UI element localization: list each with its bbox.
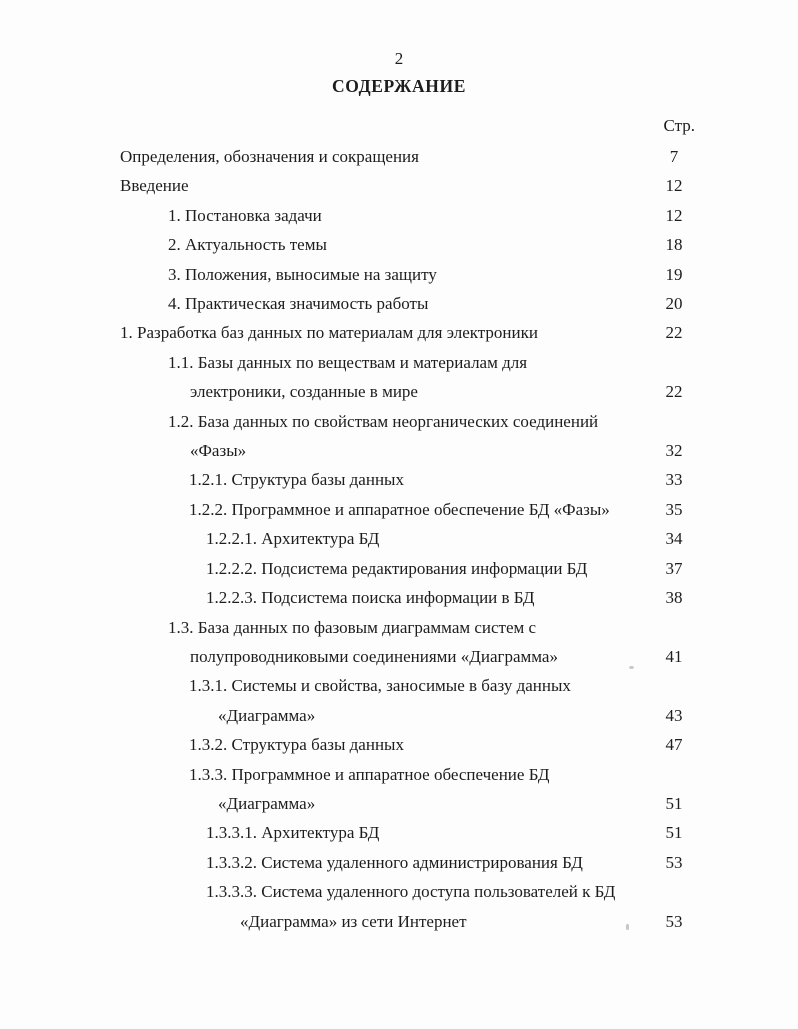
- toc-entry-text: 1.3. База данных по фазовым диаграммам с…: [168, 617, 537, 637]
- toc-entry: 3. Положения, выносимые на защиту 19: [120, 260, 696, 289]
- toc-entry: 1.2.2.3. Подсистема поиска информации в …: [120, 583, 696, 612]
- toc-entry-text: 1.2.2.1. Архитектура БД: [206, 529, 380, 549]
- toc-entry-page: 41: [665, 646, 683, 666]
- toc-entry-lines: 3. Положения, выносимые на защиту: [120, 260, 652, 289]
- toc-entry-text: 1.3.3. Программное и аппаратное обеспече…: [189, 764, 550, 784]
- toc-entry-text: 4. Практическая значимость работы: [168, 294, 429, 314]
- toc-entry: 4. Практическая значимость работы 20: [120, 289, 696, 318]
- toc-entry-page: 22: [665, 382, 683, 402]
- toc-entry-lines: 1.3.2. Структура базы данных: [120, 730, 652, 759]
- toc-entry: Введение 12: [120, 171, 696, 200]
- toc-entry-text: 1.2.2. Программное и аппаратное обеспече…: [189, 499, 610, 519]
- toc-entry-text: 1. Постановка задачи: [168, 205, 322, 225]
- toc-entry-text: «Диаграмма»: [218, 793, 316, 813]
- toc-entry-page: 19: [665, 264, 683, 284]
- toc-entry-text: 1.2.2.2. Подсистема редактирования инфор…: [206, 558, 588, 578]
- toc-entry: 1. Постановка задачи 12: [120, 201, 696, 230]
- toc-entry-page: 12: [665, 176, 683, 196]
- toc-entry-lines: 1.2.2.1. Архитектура БД: [120, 524, 652, 553]
- toc-entry-lines: 1.3.3.1. Архитектура БД: [120, 818, 652, 847]
- toc-entry: 1.2.2. Программное и аппаратное обеспече…: [120, 495, 696, 524]
- toc-list: Определения, обозначения и сокращения 7 …: [120, 142, 696, 936]
- page-number: 2: [394, 49, 404, 68]
- toc-entry-page: 53: [665, 852, 683, 872]
- toc-entry-page: 7: [669, 147, 679, 166]
- toc-entry-text: 1.3.3.3. Система удаленного доступа поль…: [206, 882, 616, 902]
- toc-entry-text: Введение: [120, 176, 189, 196]
- toc-entry-page: 38: [665, 588, 683, 608]
- toc-entry-lines: 1.2. База данных по свойствам неорганиче…: [120, 407, 652, 466]
- toc-entry: 1.3.3.3. Система удаленного доступа поль…: [120, 877, 696, 936]
- toc-entry: 1.3.3.1. Архитектура БД 51: [120, 818, 696, 847]
- toc-entry-text: 1.3.3.2. Система удаленного администриро…: [206, 852, 583, 872]
- toc-entry: 1.2.1. Структура базы данных 33: [120, 465, 696, 494]
- toc-entry-page: 43: [665, 705, 683, 725]
- toc-entry-page: 33: [665, 470, 683, 490]
- toc-entry-text: 2. Актуальность темы: [168, 235, 327, 255]
- toc-entry-lines: 1. Постановка задачи: [120, 201, 652, 230]
- toc-entry-text: Определения, обозначения и сокращения: [120, 147, 419, 166]
- toc-entry: 1.2.2.1. Архитектура БД 34: [120, 524, 696, 553]
- toc-entry-text: полупроводниковыми соединениями «Диаграм…: [190, 646, 558, 666]
- toc-entry-text: электроники, созданные в мире: [190, 382, 418, 402]
- toc-entry-page: 53: [665, 911, 683, 931]
- toc-entry-text: 1.1. Базы данных по веществам и материал…: [168, 352, 528, 372]
- toc-entry-lines: Введение: [120, 171, 652, 200]
- toc-entry-page: 18: [665, 235, 683, 255]
- toc-entry: 1.3.1. Системы и свойства, заносимые в б…: [120, 671, 696, 730]
- toc-entry: 1.1. Базы данных по веществам и материал…: [120, 348, 696, 407]
- toc-entry-page: 47: [665, 735, 683, 755]
- toc-entry-page: 51: [665, 793, 683, 813]
- toc-entry-page: 32: [665, 441, 683, 461]
- toc-title: СОДЕРЖАНИЕ: [331, 76, 466, 96]
- toc-entry: 2. Актуальность темы 18: [120, 230, 696, 259]
- toc-entry-lines: 2. Актуальность темы: [120, 230, 652, 259]
- toc-entry-text: «Диаграмма» из сети Интернет: [240, 911, 467, 931]
- toc-entry-lines: 1.2.1. Структура базы данных: [120, 465, 652, 494]
- toc-entry-lines: 1.3.3.2. Система удаленного администриро…: [120, 848, 652, 877]
- toc-entry: 1.3.3.2. Система удаленного администриро…: [120, 848, 696, 877]
- toc-entry-text: 1.2.2.3. Подсистема поиска информации в …: [206, 588, 535, 608]
- toc-entry-text: «Диаграмма»: [218, 705, 316, 725]
- toc-entry: 1.2. База данных по свойствам неорганиче…: [120, 407, 696, 466]
- toc-entry-lines: 1.1. Базы данных по веществам и материал…: [120, 348, 652, 407]
- toc-entry-lines: 1.3. База данных по фазовым диаграммам с…: [120, 613, 652, 672]
- toc-entry-lines: 1.3.1. Системы и свойства, заносимые в б…: [120, 671, 652, 730]
- toc-entry-page: 35: [665, 499, 683, 519]
- toc-entry-text: 1.3.1. Системы и свойства, заносимые в б…: [189, 676, 571, 696]
- toc-entry-lines: 1.2.2. Программное и аппаратное обеспече…: [120, 495, 652, 524]
- scan-artifact-dot: [629, 666, 634, 669]
- scan-artifact-dot: [626, 924, 629, 930]
- toc-entry-lines: 1.2.2.2. Подсистема редактирования инфор…: [120, 554, 652, 583]
- toc-entry-page: 20: [665, 294, 683, 314]
- toc-entry: 1.3.2. Структура базы данных 47: [120, 730, 696, 759]
- toc-entry-text: 1.3.3.1. Архитектура БД: [206, 823, 380, 843]
- toc-entry-text: 1. Разработка баз данных по материалам д…: [120, 323, 538, 343]
- toc-entry-lines: 1.3.3. Программное и аппаратное обеспече…: [120, 760, 652, 819]
- toc-entry: 1.2.2.2. Подсистема редактирования инфор…: [120, 554, 696, 583]
- toc-entry: Определения, обозначения и сокращения 7: [120, 142, 696, 171]
- toc-entry-lines: 1. Разработка баз данных по материалам д…: [120, 318, 652, 347]
- toc-entry-page: 37: [665, 558, 683, 578]
- toc-entry-lines: Определения, обозначения и сокращения: [120, 142, 652, 171]
- toc-entry-page: 12: [665, 205, 683, 225]
- toc-entry-lines: 1.3.3.3. Система удаленного доступа поль…: [120, 877, 652, 936]
- page-column-header: Стр.: [663, 116, 695, 135]
- toc-entry-page: 34: [665, 529, 683, 549]
- toc-entry-text: 1.2.1. Структура базы данных: [189, 470, 404, 490]
- toc-entry-page: 51: [665, 823, 683, 843]
- toc-entry-text: 1.2. База данных по свойствам неорганиче…: [168, 411, 599, 431]
- toc-entry-lines: 1.2.2.3. Подсистема поиска информации в …: [120, 583, 652, 612]
- toc-entry: 1.3.3. Программное и аппаратное обеспече…: [120, 760, 696, 819]
- toc-entry: 1. Разработка баз данных по материалам д…: [120, 318, 696, 347]
- toc-entry-lines: 4. Практическая значимость работы: [120, 289, 652, 318]
- toc-entry-page: 22: [665, 323, 683, 343]
- toc-entry-text: 1.3.2. Структура базы данных: [189, 735, 404, 755]
- toc-entry: 1.3. База данных по фазовым диаграммам с…: [120, 613, 696, 672]
- toc-entry-text: «Фазы»: [190, 441, 247, 461]
- toc-entry-text: 3. Положения, выносимые на защиту: [168, 264, 437, 284]
